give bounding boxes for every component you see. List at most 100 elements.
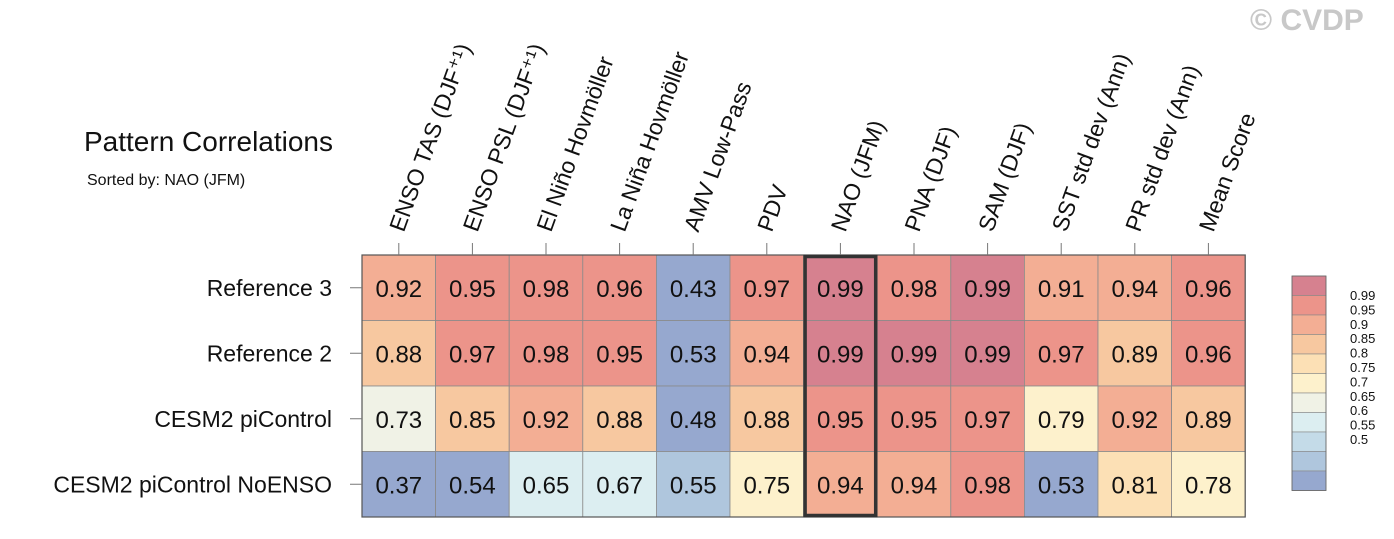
cell-value-label: 0.95: [817, 407, 864, 434]
column-label: SAM (DJF): [973, 119, 1036, 235]
cell-value-label: 0.89: [1111, 341, 1158, 368]
cell-value-label: 0.81: [1111, 472, 1158, 499]
cell-value-label: 0.88: [375, 341, 422, 368]
heatmap-cell: [361, 451, 436, 518]
heatmap-cell: [435, 254, 510, 321]
colorbar-border: [1291, 275, 1327, 491]
cell-value-label: 0.96: [1185, 341, 1232, 368]
heatmap-cell: [361, 320, 436, 387]
heatmap-cell: [1097, 254, 1172, 321]
column-label: PR std dev (Ann): [1120, 61, 1204, 234]
colorbar-label: 0.75: [1350, 360, 1375, 375]
colorbar-swatch: [1291, 451, 1327, 472]
row-label: Reference 2: [207, 340, 332, 366]
column-label: Mean Score: [1194, 109, 1261, 234]
heatmap-cell: [729, 254, 804, 321]
heatmap-cell: [1024, 451, 1099, 518]
cell-value-label: 0.54: [449, 472, 496, 499]
chart-subtitle: Sorted by: NAO (JFM): [87, 172, 246, 189]
colorbar-label: 0.85: [1350, 331, 1375, 346]
colorbar-swatch: [1291, 470, 1327, 491]
cell-value-label: 0.99: [817, 341, 864, 368]
column-label: NAO (JFM): [826, 117, 890, 235]
cell-value-label: 0.53: [670, 341, 717, 368]
heatmap-cell: [803, 320, 878, 387]
cell-value-label: 0.98: [891, 276, 938, 303]
column-label: ENSO TAS (DJF⁺¹): [384, 40, 476, 235]
heatmap-cell: [361, 385, 436, 452]
heatmap-cells: 0.92 0.95 0.98 0.96 0.43 0.97 0.99 0.98 0.99 0.91…: [361, 254, 1246, 518]
cell-value-label: 0.65: [523, 472, 570, 499]
row-label: CESM2 piControl NoENSO: [53, 471, 332, 497]
heatmap-cell: [950, 451, 1025, 518]
cell-value-label: 0.94: [891, 472, 938, 499]
colorbar-swatch: [1291, 353, 1327, 374]
heatmap-cell: [1171, 451, 1246, 518]
heatmap-cell: [435, 451, 510, 518]
colorbar-swatch: [1291, 275, 1327, 296]
chart-title: Pattern Correlations: [84, 126, 334, 157]
row-label: CESM2 piControl: [154, 406, 332, 432]
cell-value-label: 0.92: [375, 276, 422, 303]
heatmap-cell: [729, 451, 804, 518]
cell-value-label: 0.98: [964, 472, 1011, 499]
colorbar-label: 0.5: [1350, 432, 1368, 447]
colorbar-swatch: [1291, 314, 1327, 335]
heatmap-cell: [1024, 254, 1099, 321]
cell-value-label: 0.88: [596, 407, 643, 434]
cell-value-label: 0.98: [523, 276, 570, 303]
heatmap-cell: [582, 385, 657, 452]
heatmap-cell: [876, 254, 952, 321]
cell-value-label: 0.91: [1038, 276, 1085, 303]
cell-value-label: 0.97: [964, 407, 1011, 434]
heatmap-cell: [803, 254, 878, 321]
cell-value-label: 0.67: [596, 472, 643, 499]
colorbar-label: 0.9: [1350, 317, 1368, 332]
cell-value-label: 0.37: [375, 472, 422, 499]
cell-value-label: 0.96: [596, 276, 643, 303]
heatmap-cell: [1097, 451, 1172, 518]
cell-value-label: 0.97: [449, 341, 496, 368]
copyright-watermark: © CVDP: [1250, 4, 1364, 37]
cell-value-label: 0.92: [523, 407, 570, 434]
cell-value-label: 0.73: [375, 407, 422, 434]
colorbar-swatch: [1291, 373, 1327, 394]
heatmap-cell: [876, 320, 952, 387]
colorbar-label: 0.7: [1350, 374, 1368, 389]
cell-value-label: 0.94: [817, 472, 864, 499]
cell-value-label: 0.95: [596, 341, 643, 368]
heatmap-cell: [656, 385, 731, 452]
column-label: ENSO PSL (DJF⁺¹): [458, 40, 550, 235]
colorbar-swatch: [1291, 392, 1327, 413]
cell-value-label: 0.89: [1185, 407, 1232, 434]
cell-value-label: 0.53: [1038, 472, 1085, 499]
colorbar-swatch: [1291, 334, 1327, 355]
column-label: La Niña Hovmöller: [605, 48, 694, 235]
heatmap-cell: [435, 320, 510, 387]
column-label: PNA (DJF): [899, 123, 961, 235]
cell-value-label: 0.98: [523, 341, 570, 368]
heatmap-cell: [1024, 320, 1099, 387]
colorbar-swatch: [1291, 431, 1327, 452]
cell-value-label: 0.97: [743, 276, 790, 303]
heatmap-cell: [582, 320, 657, 387]
heatmap-cell: [1097, 320, 1172, 387]
heatmap-cell: [582, 451, 657, 518]
heatmap-cell: [508, 451, 584, 518]
cell-value-label: 0.75: [743, 472, 790, 499]
heatmap-cell: [1171, 320, 1246, 387]
cell-value-label: 0.99: [964, 276, 1011, 303]
heatmap-cell: [876, 385, 952, 452]
colorbar-swatch: [1291, 412, 1327, 433]
cell-value-label: 0.94: [1111, 276, 1158, 303]
heatmap-cell: [1097, 385, 1172, 452]
cell-value-label: 0.99: [891, 341, 938, 368]
row-label: Reference 3: [207, 275, 332, 301]
colorbar-label: 0.55: [1350, 418, 1375, 433]
colorbar-label: 0.65: [1350, 389, 1375, 404]
colorbar-swatch: [1291, 295, 1327, 316]
cell-value-label: 0.78: [1185, 472, 1232, 499]
colorbar-label: 0.8: [1350, 346, 1368, 361]
colorbar-label: 0.6: [1350, 403, 1368, 418]
